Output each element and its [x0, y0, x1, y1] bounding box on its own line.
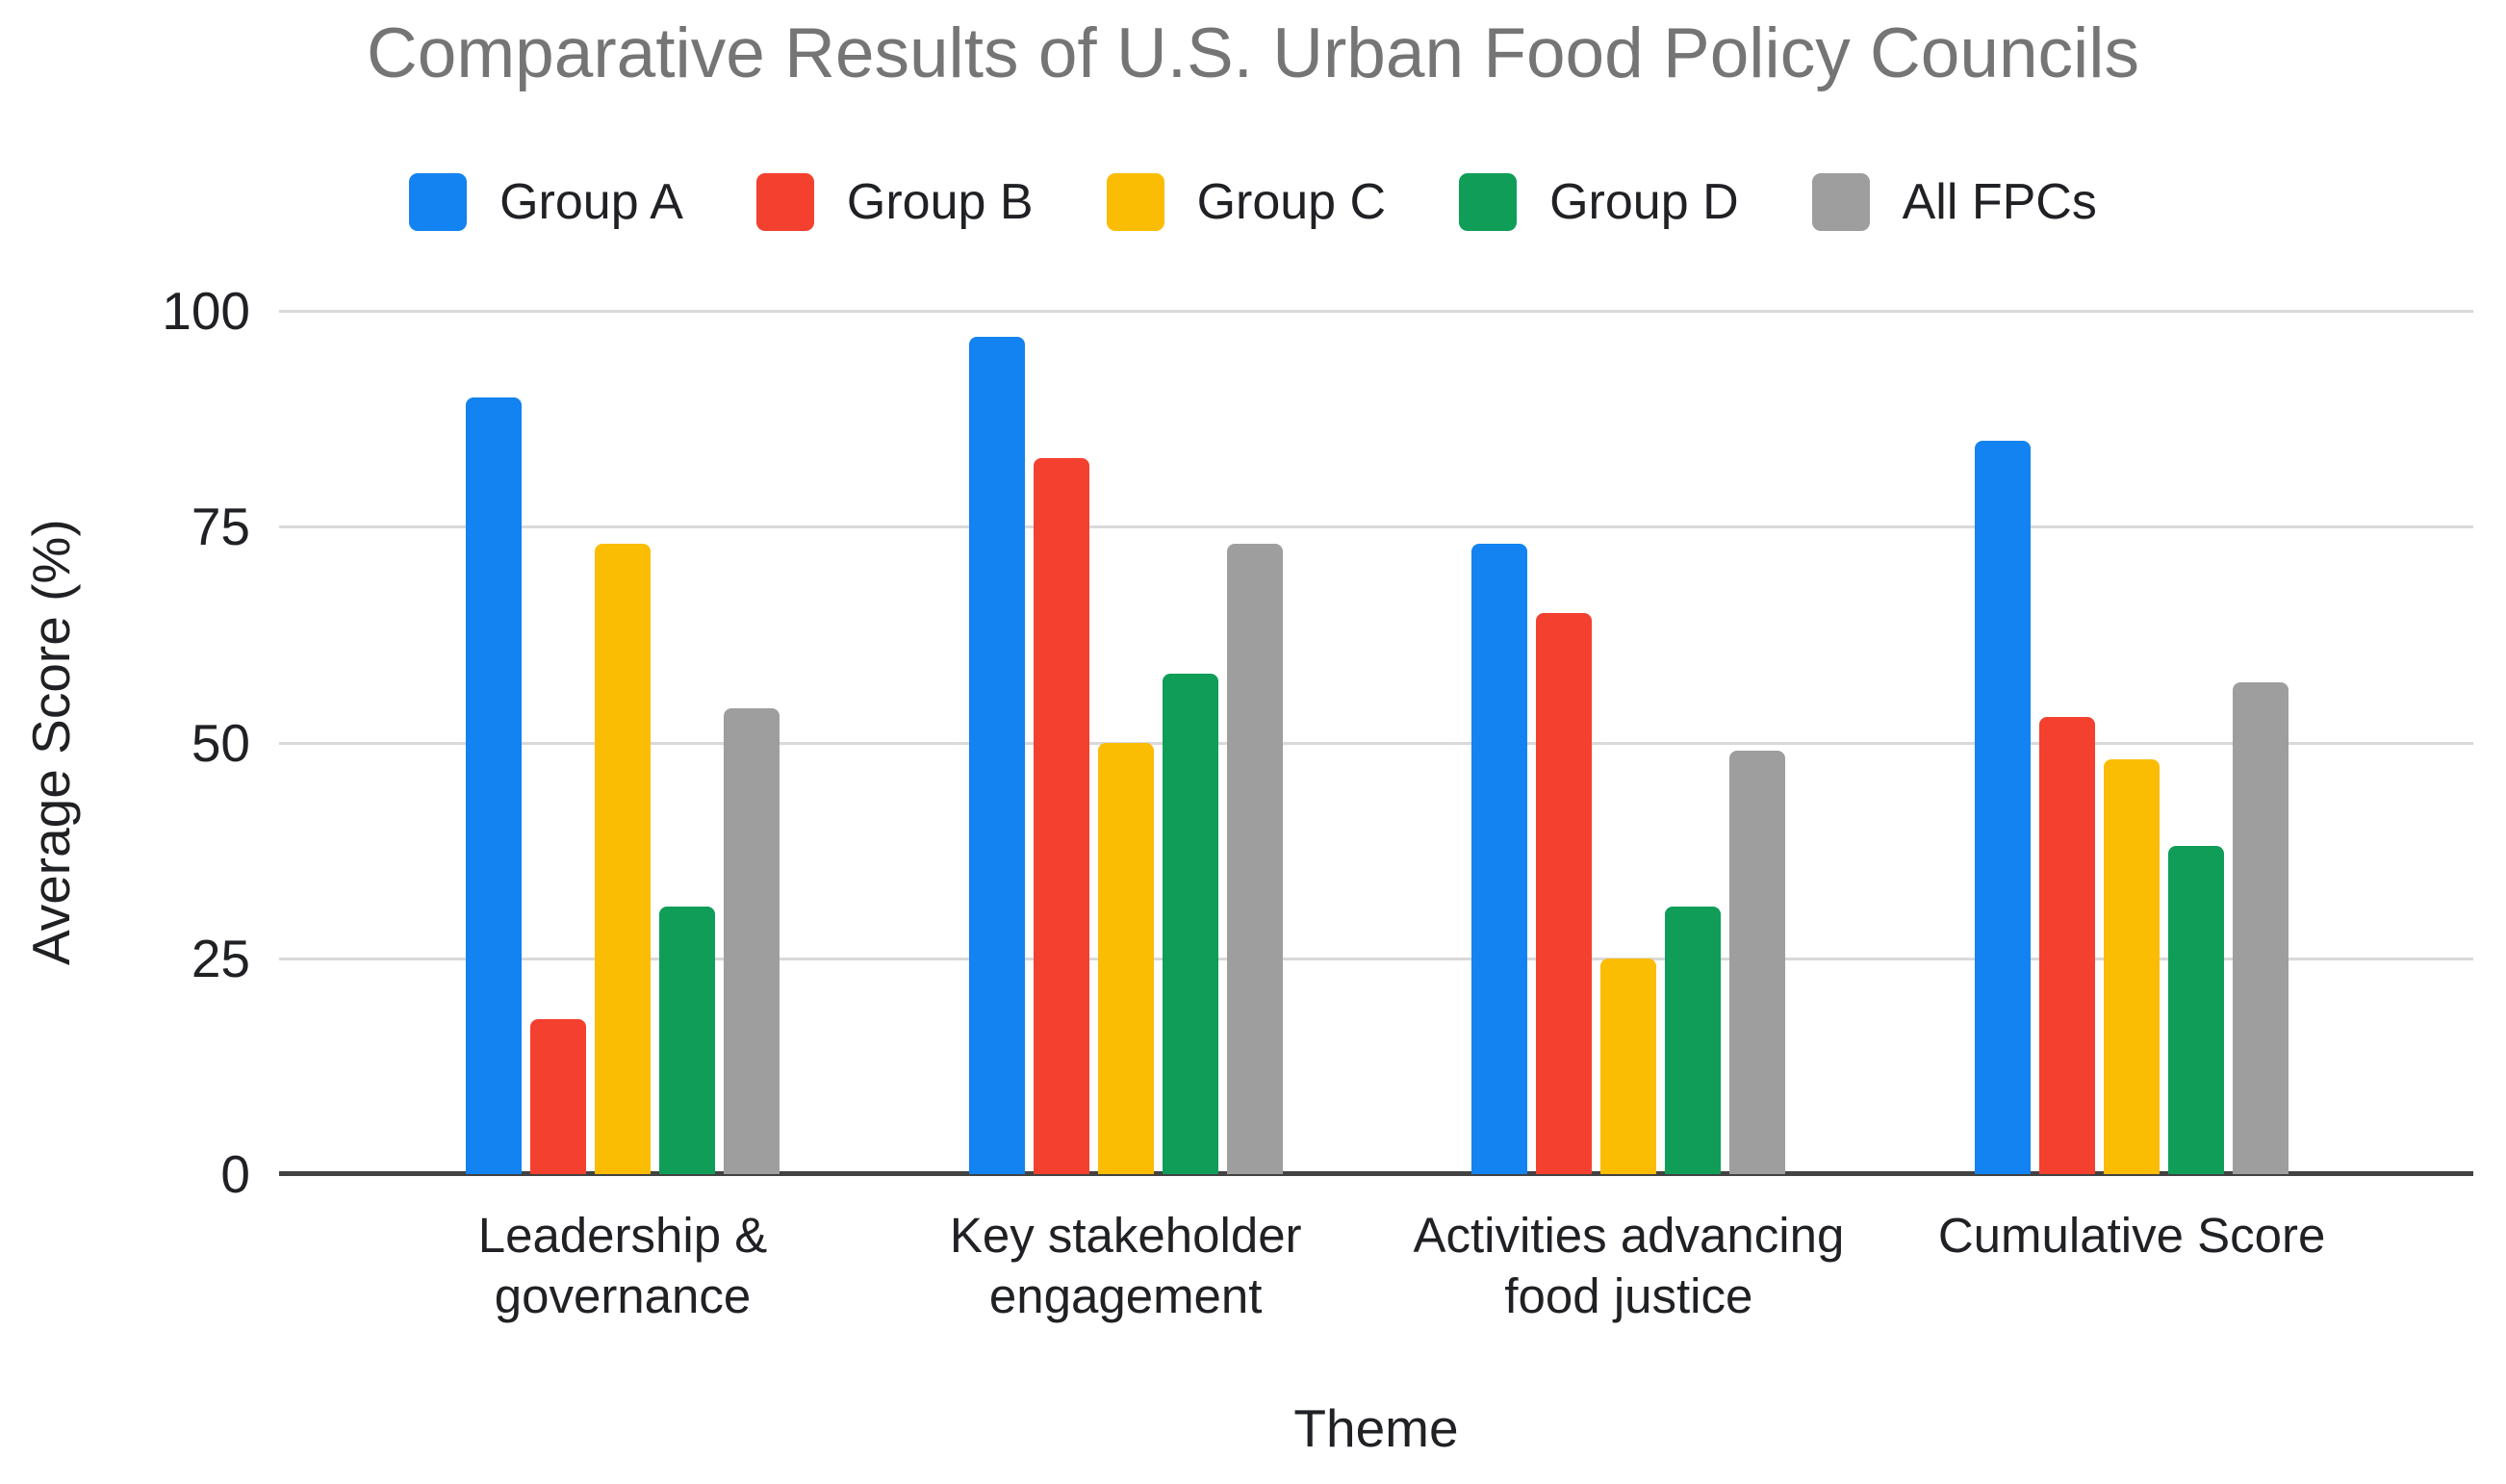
bar-group-a	[466, 397, 522, 1174]
x-axis-baseline	[279, 1171, 2473, 1176]
bar-group-a	[968, 336, 1025, 1174]
plot-area	[279, 310, 2473, 1176]
legend-item-group-a: Group A	[409, 173, 683, 231]
legend-item-all-fpcs: All FPCs	[1811, 173, 2097, 231]
y-tick-label-100: 100	[162, 281, 250, 341]
legend-swatch-icon	[409, 173, 468, 231]
chart-legend: Group A Group B Group C Group D All FPCs	[0, 173, 2506, 231]
legend-label: Group A	[499, 174, 683, 230]
bar-group-b	[2039, 716, 2096, 1174]
bar-group-4	[1975, 311, 2289, 1174]
x-category-label: Cumulative Score	[1937, 1208, 2326, 1263]
y-tick-label-25: 25	[191, 928, 250, 988]
y-tick-label-75: 75	[191, 497, 250, 557]
legend-swatch-icon	[1459, 173, 1518, 231]
y-tick-label-0: 0	[220, 1144, 250, 1204]
bar-all-fpcs	[1226, 544, 1283, 1174]
bar-group-c	[2104, 759, 2161, 1174]
bar-group-d	[1665, 906, 1722, 1174]
gridline-25	[279, 957, 2473, 960]
legend-item-group-d: Group D	[1459, 173, 1739, 231]
bar-group-d	[659, 906, 715, 1174]
legend-item-group-c: Group C	[1106, 173, 1387, 231]
gridline-75	[279, 525, 2473, 529]
gridline-50	[279, 741, 2473, 745]
legend-item-group-b: Group B	[755, 173, 1034, 231]
bar-group-b	[1033, 457, 1089, 1174]
bar-group-3	[1471, 311, 1786, 1174]
legend-label: Group C	[1196, 174, 1387, 230]
legend-label: Group B	[846, 174, 1034, 230]
legend-swatch-icon	[1106, 173, 1164, 231]
bar-group-d	[2168, 846, 2225, 1174]
bar-group-a	[1975, 440, 2032, 1174]
bar-group-a	[1471, 544, 1528, 1174]
bar-all-fpcs	[724, 707, 780, 1174]
bar-all-fpcs	[1729, 751, 1786, 1174]
bar-group-c	[1600, 958, 1657, 1174]
bar-group-d	[1162, 673, 1218, 1174]
x-axis-title: Theme	[1293, 1398, 1459, 1458]
bar-group-1	[466, 311, 780, 1174]
legend-swatch-icon	[1811, 173, 1870, 231]
bar-group-b	[1536, 612, 1593, 1174]
bar-all-fpcs	[2233, 681, 2289, 1174]
chart-title: Comparative Results of U.S. Urban Food P…	[367, 14, 2139, 92]
x-category-label: Leadership & governance	[477, 1208, 768, 1323]
x-category-label: Activities advancing food justice	[1413, 1208, 1845, 1323]
y-tick-label-50: 50	[191, 712, 250, 773]
legend-label: All FPCs	[1902, 174, 2097, 230]
legend-label: Group D	[1549, 174, 1739, 230]
bar-group-2	[968, 311, 1283, 1174]
x-category-label: Key stakeholder engagement	[949, 1208, 1302, 1323]
bar-group-b	[530, 1018, 586, 1174]
bar-group-c	[595, 544, 651, 1174]
gridline-100	[279, 310, 2473, 313]
bar-group-c	[1097, 742, 1154, 1174]
legend-swatch-icon	[755, 173, 814, 231]
